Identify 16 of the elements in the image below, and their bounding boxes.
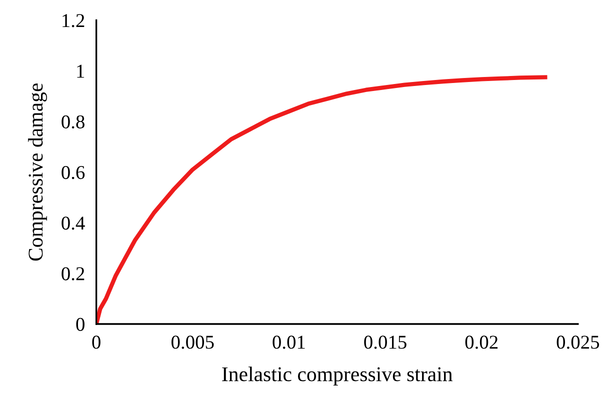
y-tick-label: 0.2 — [62, 267, 84, 280]
x-tick-label: 0.005 — [172, 336, 214, 349]
x-tick-label: 0.015 — [364, 336, 406, 349]
x-tick-label: 0.01 — [272, 336, 305, 349]
y-tick-label: 0.8 — [62, 115, 84, 129]
y-axis-title: Compressive damage — [28, 83, 48, 261]
x-tick-label: 0 — [92, 336, 100, 349]
x-tick-label: 0.02 — [465, 336, 498, 349]
x-axis-title: Inelastic compressive strain — [222, 366, 452, 386]
y-tick-label: 1.2 — [62, 14, 84, 28]
y-tick-label: 0.4 — [62, 216, 85, 230]
line-series — [96, 75, 548, 324]
y-tick-label: 0 — [76, 318, 84, 331]
x-tick-label: 0.025 — [556, 336, 600, 349]
y-tick-label: 1 — [77, 64, 84, 78]
y-tick-label: 0.6 — [62, 166, 85, 180]
